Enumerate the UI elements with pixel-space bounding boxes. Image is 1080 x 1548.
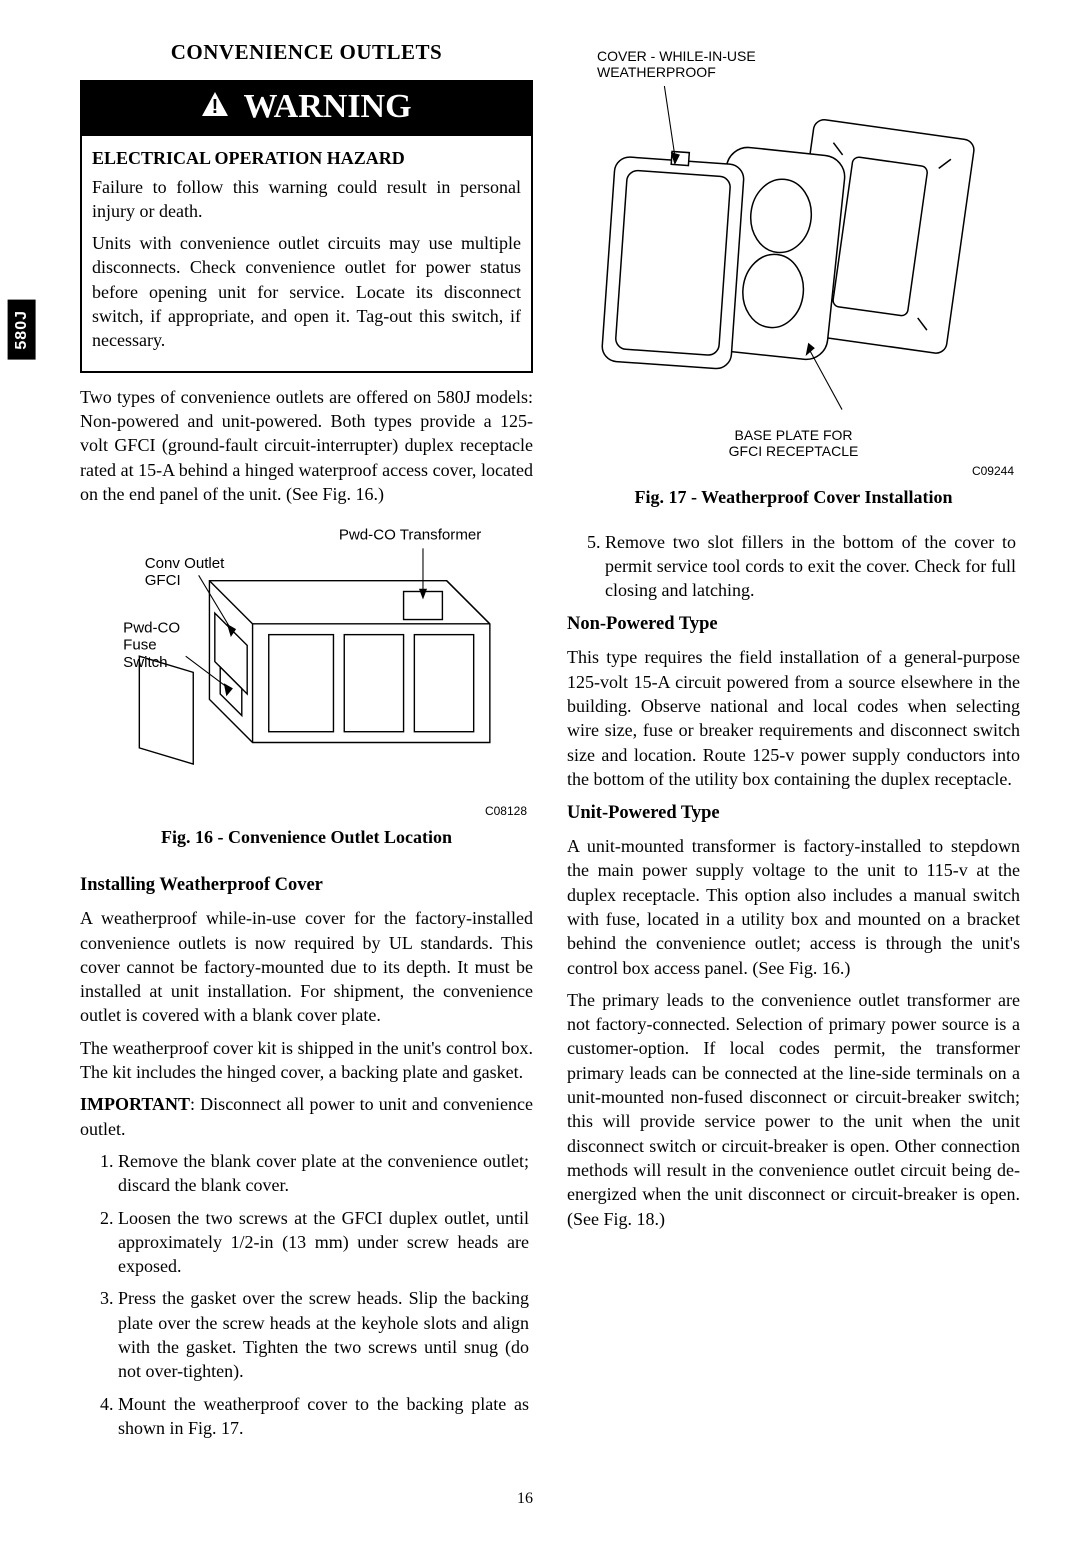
unit-powered-p1: A unit-mounted transformer is factory-in… (567, 834, 1020, 980)
right-column: COVER - WHILE-IN-USE WEATHERPROOF (567, 38, 1020, 1448)
section-title: CONVENIENCE OUTLETS (80, 38, 533, 66)
important-label: IMPORTANT (80, 1094, 190, 1114)
install-heading: Installing Weatherproof Cover (80, 873, 533, 898)
important-line: IMPORTANT: Disconnect all power to unit … (80, 1092, 533, 1141)
figure-16-caption: Fig. 16 - Convenience Outlet Location (80, 825, 533, 849)
left-column: CONVENIENCE OUTLETS ! WARNING ELECTRICAL… (80, 38, 533, 1448)
figure-16: Pwd-CO Transformer Conv Outlet GFCI Pwd-… (80, 516, 533, 863)
figure-17: COVER - WHILE-IN-USE WEATHERPROOF (567, 48, 1020, 524)
figure-16-code: C08128 (80, 803, 527, 819)
step-3: Press the gasket over the screw heads. S… (118, 1286, 533, 1383)
page-number: 16 (30, 1488, 1020, 1510)
non-powered-text: This type requires the field installatio… (567, 645, 1020, 791)
fig17-top-label-1: COVER - WHILE-IN-USE (597, 48, 1020, 64)
unit-powered-heading: Unit-Powered Type (567, 801, 1020, 826)
step-4: Mount the weatherproof cover to the back… (118, 1392, 533, 1441)
fig17-top-label-2: WEATHERPROOF (597, 64, 1020, 80)
hazard-heading: ELECTRICAL OPERATION HAZARD (92, 146, 521, 170)
warning-body: ELECTRICAL OPERATION HAZARD Failure to f… (82, 136, 531, 370)
fig16-pwd-label-1: Pwd-CO (123, 620, 180, 637)
warning-triangle-icon: ! (201, 84, 229, 130)
install-para-1: A weatherproof while-in-use cover for th… (80, 906, 533, 1027)
svg-text:!: ! (212, 96, 219, 117)
warning-para-2: Units with convenience outlet circuits m… (92, 231, 521, 352)
figure-17-code: C09244 (567, 463, 1014, 479)
warning-box: ! WARNING ELECTRICAL OPERATION HAZARD Fa… (80, 80, 533, 372)
fig17-bottom-label-1: BASE PLATE FOR (567, 427, 1020, 443)
step-5-list: Remove two slot fillers in the bottom of… (567, 530, 1020, 603)
warning-banner: ! WARNING (82, 82, 531, 136)
unit-powered-p2: The primary leads to the convenience out… (567, 988, 1020, 1231)
fig16-conv-outlet-label-2: GFCI (145, 572, 181, 589)
figure-16-diagram: Pwd-CO Transformer Conv Outlet GFCI Pwd-… (80, 516, 533, 803)
non-powered-heading: Non-Powered Type (567, 612, 1020, 637)
step-5: Remove two slot fillers in the bottom of… (605, 530, 1020, 603)
fig16-conv-outlet-label-1: Conv Outlet (145, 555, 225, 572)
figure-17-diagram (567, 86, 1020, 427)
step-2: Loosen the two screws at the GFCI duplex… (118, 1206, 533, 1279)
fig16-transformer-label: Pwd-CO Transformer (339, 527, 481, 544)
install-para-2: The weatherproof cover kit is shipped in… (80, 1036, 533, 1085)
step-1: Remove the blank cover plate at the conv… (118, 1149, 533, 1198)
fig16-pwd-label-2: Fuse (123, 637, 157, 654)
warning-banner-text: WARNING (243, 84, 411, 130)
warning-para-1: Failure to follow this warning could res… (92, 175, 521, 224)
figure-17-caption: Fig. 17 - Weatherproof Cover Installatio… (567, 485, 1020, 509)
intro-paragraph: Two types of convenience outlets are off… (80, 385, 533, 506)
fig17-bottom-label-2: GFCI RECEPTACLE (567, 443, 1020, 459)
fig16-pwd-label-3: Switch (123, 654, 167, 671)
